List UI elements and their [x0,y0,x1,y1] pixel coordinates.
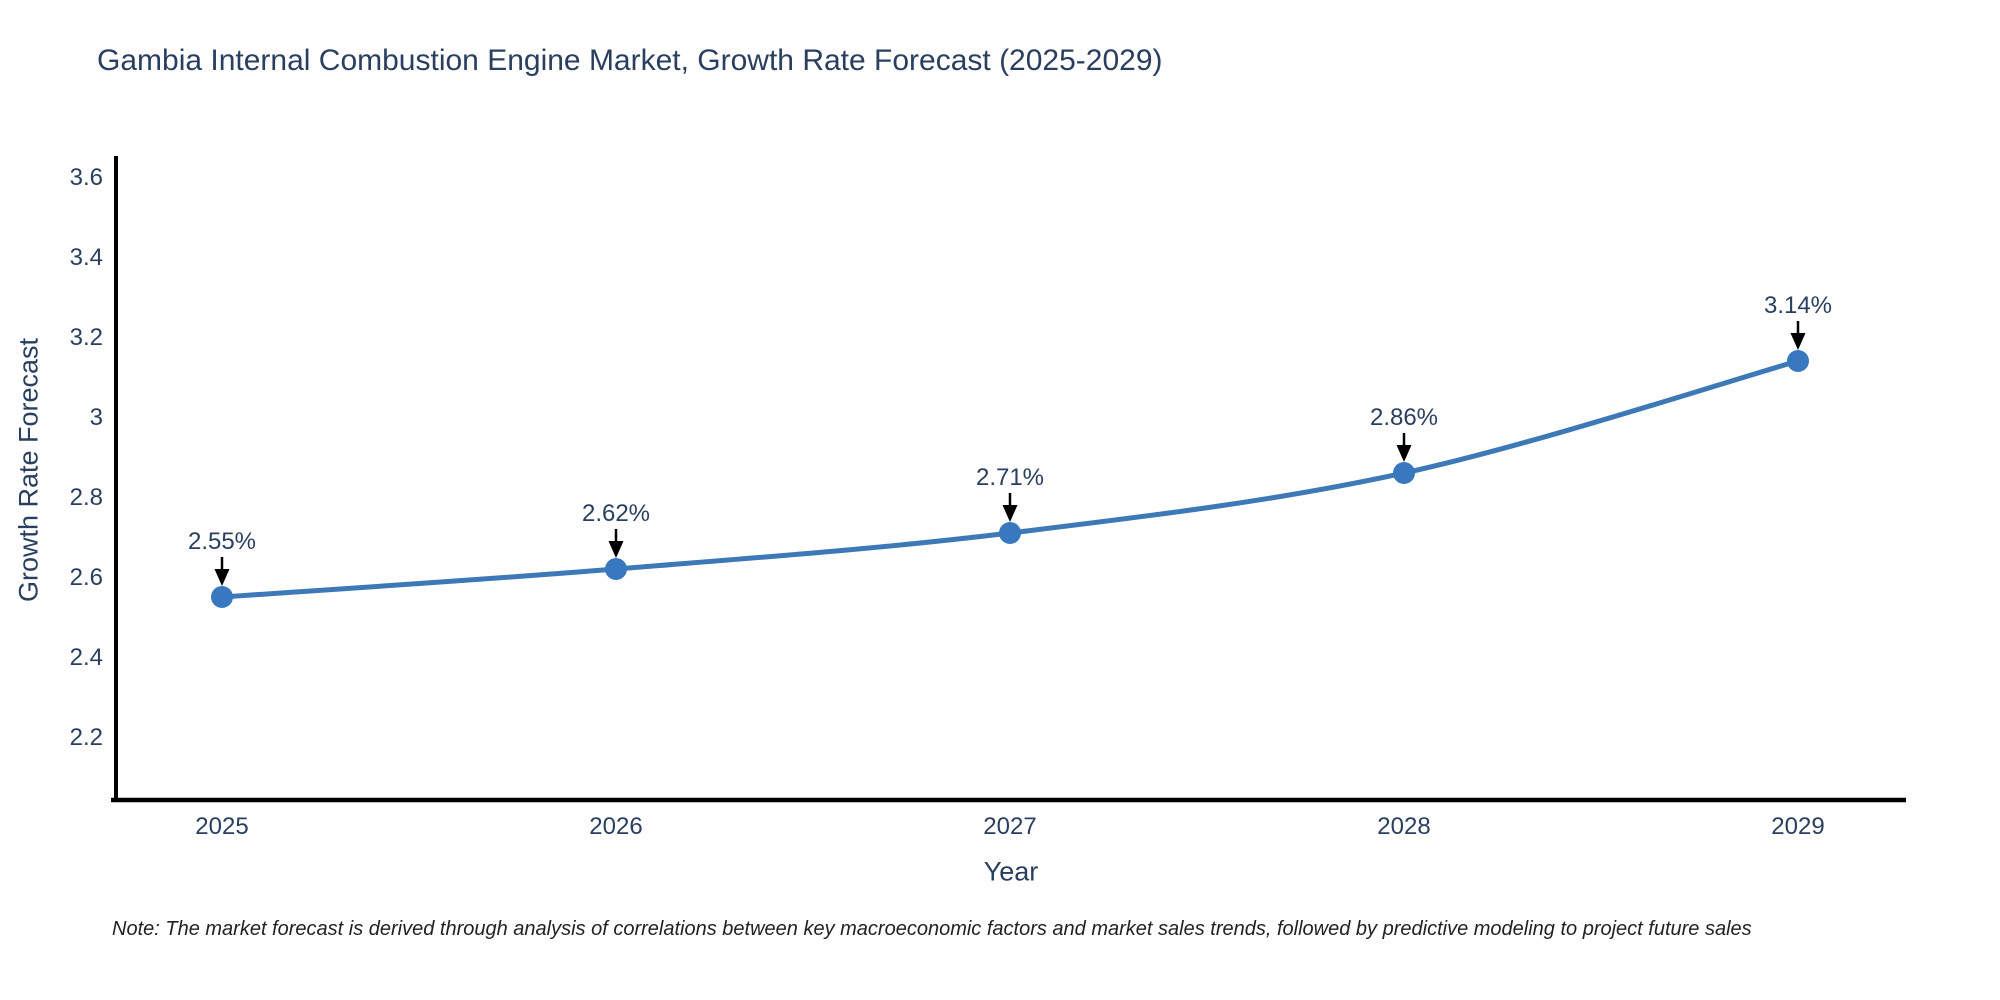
point-label: 2.62% [582,500,650,527]
y-tick-label: 2.2 [70,724,103,751]
data-point-2028 [1393,462,1415,484]
y-tick-label: 3.2 [70,324,103,351]
point-label: 2.55% [188,528,256,555]
annotation-arrowhead-icon [1002,505,1018,522]
y-tick-label: 2.6 [70,564,103,591]
data-point-2027 [999,522,1021,544]
y-tick-label: 3 [90,404,103,431]
data-point-2025 [211,586,233,608]
chart-title: Gambia Internal Combustion Engine Market… [97,44,1163,77]
y-tick-label: 3.6 [70,164,103,191]
x-axis-title: Year [983,856,1039,887]
annotation-arrowhead-icon [1396,445,1412,462]
point-label: 2.71% [976,464,1044,491]
annotation-arrowhead-icon [214,569,230,586]
x-tick-label: 2025 [195,813,248,840]
y-tick-label: 2.8 [70,484,103,511]
data-point-2029 [1787,350,1809,372]
y-tick-label: 3.4 [70,244,103,271]
y-tick-label: 2.4 [70,644,103,671]
x-tick-label: 2026 [589,813,642,840]
x-tick-label: 2027 [983,813,1036,840]
data-point-2026 [605,558,627,580]
annotation-arrowhead-icon [608,541,624,558]
point-label: 2.86% [1370,404,1438,431]
x-tick-label: 2029 [1771,813,1824,840]
point-label: 3.14% [1764,292,1832,319]
x-tick-label: 2028 [1377,813,1430,840]
footnote: Note: The market forecast is derived thr… [112,918,1752,940]
annotation-arrowhead-icon [1790,333,1806,350]
